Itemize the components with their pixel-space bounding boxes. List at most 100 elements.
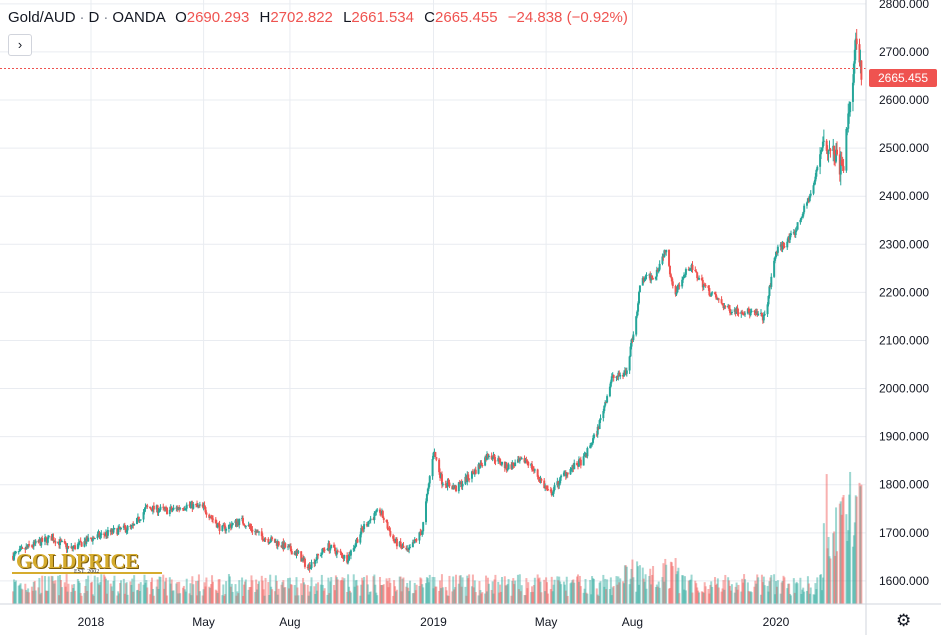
volume-bar [80,595,83,604]
candle-body [753,310,756,312]
y-tick-label: 2300.000 [879,237,929,251]
volume-bar [362,580,365,604]
candle-body [269,541,272,543]
volume-bar [465,595,468,604]
volume-bar [553,579,556,604]
candle-body [264,538,267,540]
candle-body [27,544,30,548]
volume-bar [348,590,351,604]
candle-body [418,532,421,541]
candle-body [352,548,355,551]
volume-bar [645,588,648,604]
volume-bar [722,580,725,604]
gear-icon[interactable]: ⚙ [896,611,912,630]
volume-bar [448,575,451,604]
volume-bar [586,593,589,604]
volume-bar [669,561,672,604]
candle-body [774,257,777,261]
volume-bar [477,595,480,604]
volume-bar [577,574,580,604]
volume-bar [388,577,391,604]
volume-bar [367,594,370,604]
expand-legend-button[interactable]: › [8,34,32,56]
volume-bar [735,582,738,604]
candle-body [605,402,608,404]
volume-bar [71,584,74,604]
candle-body [701,280,704,288]
volume-bar [649,568,652,604]
y-axis[interactable]: 1600.000 1700.000 1800.000 1900.000 2000.000… [865,0,929,635]
volume-bar [302,577,305,604]
volume-bar [610,595,613,604]
candle-body [225,528,228,531]
volume-bar [603,586,606,604]
volume-bar [412,593,415,604]
candle-body [805,202,808,206]
volume-bar [775,586,778,604]
volume-bar [808,593,811,604]
volume-bar [578,575,581,604]
volume-bar [314,593,317,604]
candle-body [670,277,673,282]
candle-body [560,475,563,478]
volume-bar [320,574,323,604]
source-label: OANDA [112,9,165,26]
volume-bar [330,577,333,604]
candle-body [18,548,21,552]
volume-bar [842,494,845,604]
volume-bar [119,582,122,604]
volume-bar [746,582,749,604]
volume-bar [392,595,395,604]
candle-body [829,149,832,151]
volume-bar [714,577,717,604]
volume-bar [635,591,638,604]
candle-body [422,522,425,532]
volume-bar [394,591,397,604]
volume-bar [59,575,62,604]
candle-body [125,530,128,533]
candle-body [335,550,338,555]
candle-body [184,508,187,510]
volume-bar [30,586,33,604]
volume-bar [833,531,836,604]
volume-bar [323,588,326,604]
timeframe-label[interactable]: D [88,9,100,26]
candle-body [799,219,802,223]
volume-bar [90,582,92,604]
volume-bar [724,574,727,604]
candle-body [314,560,317,564]
candle-body [432,452,435,460]
candle-body [487,455,490,457]
volume-bar [376,595,379,604]
volume-bar [342,580,345,604]
candle-body [388,528,391,531]
volume-bar [343,578,346,604]
candle-body [96,534,99,539]
volume-bar [64,586,67,604]
volume-bar [31,590,34,604]
candle-body [729,312,732,314]
candle-body [80,542,83,547]
candle-body [257,531,260,533]
volume-bar [636,561,639,604]
volume-bar [184,591,187,604]
volume-bar [198,591,201,604]
candle-body [428,476,431,484]
candle-body [44,537,47,539]
candle-body [346,555,349,563]
volume-bar [505,585,508,604]
candle-body [813,181,816,186]
candle-body [290,551,293,555]
volume-bar [665,564,668,604]
volume-bar [763,585,766,604]
volume-bar [47,576,50,604]
volume-bar [389,582,392,604]
volume-bar [754,580,757,604]
volume-bar [261,580,264,604]
symbol-label[interactable]: Gold/AUD [8,9,76,26]
x-axis[interactable]: 2018 May Aug 2019 May Aug 2020 [0,603,941,629]
candle-body [809,193,812,196]
candle-body [267,538,270,543]
candle-body [696,272,699,279]
